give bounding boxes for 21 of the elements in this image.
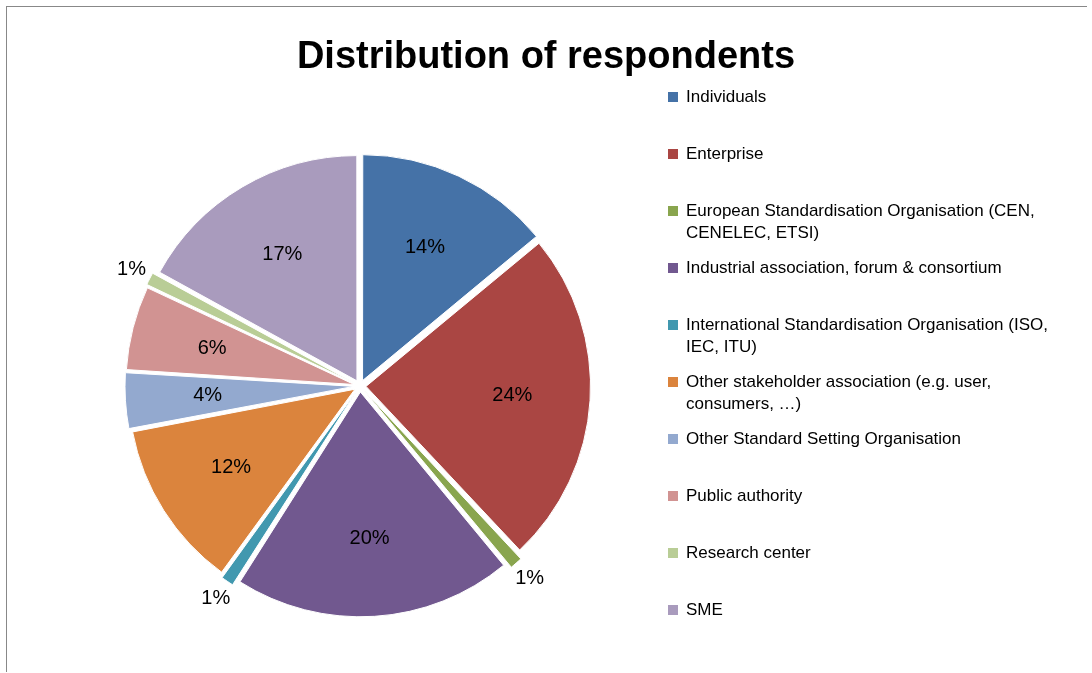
data-label: 24% — [492, 383, 533, 406]
legend-label: Research center — [686, 542, 811, 564]
legend-label: Enterprise — [686, 143, 764, 165]
legend-label: Public authority — [686, 485, 803, 507]
data-label: 1% — [201, 585, 231, 608]
data-label: 12% — [211, 455, 252, 478]
legend-label: SME — [686, 599, 723, 621]
data-label: 20% — [349, 525, 390, 548]
data-label: 6% — [197, 335, 227, 358]
data-label: 1% — [117, 257, 147, 280]
data-label: 14% — [404, 235, 446, 258]
legend-label: European Standardisation Organisation (CEN, CENELEC, ETSI) — [686, 200, 1036, 244]
legend-label: Individuals — [686, 86, 767, 108]
data-label: 4% — [193, 383, 223, 406]
legend-label: Other Standard Setting Organisation — [686, 428, 961, 450]
legend-label: Industrial association, forum & consortium — [686, 257, 1002, 279]
legend-label: Other stakeholder association (e.g. user, consumers, …) — [686, 371, 993, 415]
legend-label: International Standardisation Organisation (ISO, IEC, ITU) — [686, 314, 1049, 358]
data-label: 1% — [515, 565, 545, 588]
data-label: 17% — [262, 242, 303, 265]
chart-title: Distribution of respondents — [295, 34, 797, 77]
